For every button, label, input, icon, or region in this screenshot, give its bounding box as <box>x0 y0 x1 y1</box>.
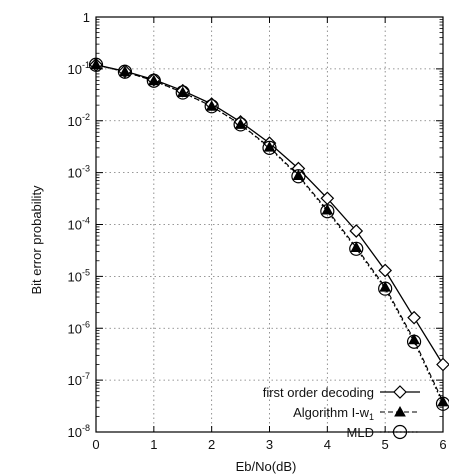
y-axis-title: Bit error probability <box>29 185 44 295</box>
series-1-point <box>437 395 449 407</box>
legend-label-algorithm-main: Algorithm I-w <box>293 405 369 420</box>
legend: first order decoding Algorithm I-w1 MLD <box>263 385 420 440</box>
series-1-point <box>205 100 218 111</box>
series-2-point <box>175 85 190 100</box>
series-1-point <box>379 281 392 292</box>
legend-marker-1 <box>394 405 406 417</box>
x-tick-label: 3 <box>266 437 273 452</box>
series-2-point <box>378 281 393 296</box>
legend-label-algorithm-subscript: 1 <box>369 412 374 422</box>
series-0-point <box>349 224 364 238</box>
x-tick-label: 6 <box>439 437 446 452</box>
x-axis-title: Eb/No(dB) <box>236 459 297 474</box>
series-1-point <box>292 169 305 181</box>
series-1-point <box>350 241 363 253</box>
series-0-point <box>378 263 393 278</box>
series-1-point <box>408 333 420 345</box>
series-1-point <box>176 86 189 98</box>
y-tick-label: 10-4 <box>68 216 90 233</box>
axes: 0 1 2 3 4 5 6 1 10-1 10-2 10-3 10-4 10-5 10-6 10-7 10-8 <box>68 10 447 452</box>
series-1-point <box>234 118 247 129</box>
y-tick-label: 10-7 <box>68 371 90 388</box>
series-2-point <box>320 204 335 219</box>
series-0-point <box>436 357 449 372</box>
series-2-point <box>146 73 161 88</box>
legend-label-algorithm-i-w1: Algorithm I-w1 <box>293 405 374 422</box>
legend-marker-0 <box>393 385 407 399</box>
series-2-point <box>406 334 422 349</box>
x-tick-label: 0 <box>92 437 99 452</box>
x-tick-label: 2 <box>208 437 215 452</box>
series-2-point <box>291 169 306 184</box>
x-tick-label: 5 <box>382 437 389 452</box>
series-2-point <box>435 396 449 411</box>
series-1-point <box>147 74 160 86</box>
legend-marker-2 <box>392 424 408 440</box>
series-1-point <box>90 58 102 70</box>
y-tick-label: 10-6 <box>68 319 90 336</box>
series-2-point <box>262 140 277 155</box>
series-1-point <box>321 204 334 215</box>
y-tick-label: 1 <box>83 10 90 25</box>
series-2-point <box>349 241 364 256</box>
series-2-point <box>204 99 219 114</box>
series-0-point <box>407 310 421 325</box>
x-tick-label: 1 <box>150 437 157 452</box>
y-tick-label: 10-1 <box>68 60 90 77</box>
y-tick-label: 10-2 <box>68 112 90 129</box>
series-2-point <box>117 64 133 79</box>
legend-label-mld: MLD <box>347 425 374 440</box>
legend-label-first-order-decoding: first order decoding <box>263 385 374 400</box>
series-2-point <box>233 117 248 132</box>
series-2-point <box>88 57 104 72</box>
series-layer <box>88 57 449 411</box>
series-1-point <box>263 141 276 152</box>
series-1-point <box>119 65 131 77</box>
y-tick-label: 10-3 <box>68 164 90 181</box>
x-tick-label: 4 <box>324 437 331 452</box>
y-tick-label: 10-5 <box>68 267 90 284</box>
y-tick-label: 10-8 <box>68 423 90 440</box>
